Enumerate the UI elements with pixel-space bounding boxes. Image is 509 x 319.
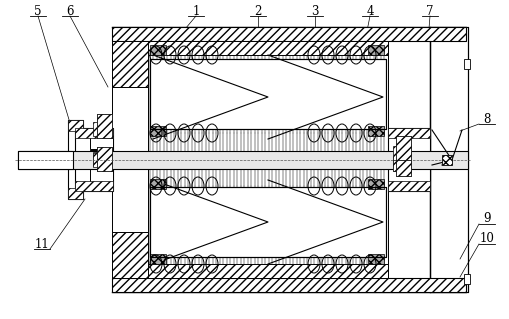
Text: 1: 1: [192, 4, 200, 18]
Bar: [150, 59, 385, 129]
Bar: [75, 181, 113, 191]
Bar: [392, 157, 410, 171]
Bar: [387, 128, 429, 191]
Bar: [97, 147, 112, 171]
Bar: [387, 181, 429, 191]
Bar: [68, 188, 83, 199]
Text: 3: 3: [310, 4, 318, 18]
Text: 5: 5: [34, 4, 42, 18]
Bar: [392, 146, 410, 160]
Bar: [90, 129, 113, 149]
Bar: [97, 147, 112, 171]
Text: 6: 6: [66, 4, 74, 18]
Text: 9: 9: [483, 212, 490, 226]
Bar: [93, 153, 111, 167]
Bar: [150, 187, 385, 257]
Bar: [150, 45, 165, 55]
Bar: [112, 87, 148, 232]
Text: 11: 11: [35, 238, 49, 250]
Text: 10: 10: [478, 233, 493, 246]
Bar: [18, 151, 467, 169]
Bar: [112, 27, 465, 41]
Bar: [387, 128, 429, 138]
Bar: [395, 136, 410, 160]
Bar: [90, 169, 113, 189]
Bar: [395, 152, 410, 176]
Bar: [75, 128, 113, 191]
Bar: [68, 120, 83, 131]
Bar: [150, 126, 165, 136]
Bar: [429, 27, 467, 292]
Bar: [90, 150, 113, 169]
Bar: [441, 155, 451, 165]
Bar: [68, 120, 83, 199]
Bar: [75, 128, 113, 138]
Bar: [463, 274, 469, 284]
Bar: [395, 136, 410, 160]
Text: 8: 8: [483, 113, 490, 125]
Bar: [367, 45, 383, 55]
Bar: [150, 59, 385, 129]
Text: 7: 7: [426, 4, 433, 18]
Bar: [93, 152, 111, 166]
Bar: [150, 179, 165, 189]
Bar: [112, 232, 148, 278]
Bar: [148, 264, 387, 278]
Bar: [93, 122, 111, 136]
Bar: [150, 254, 165, 264]
Bar: [75, 128, 113, 191]
Bar: [112, 41, 148, 87]
Bar: [18, 151, 73, 169]
Bar: [367, 126, 383, 136]
Bar: [150, 187, 385, 257]
Text: 2: 2: [254, 4, 261, 18]
Bar: [463, 59, 469, 69]
Bar: [112, 278, 465, 292]
Bar: [395, 152, 410, 176]
Bar: [148, 41, 387, 55]
Bar: [97, 114, 112, 138]
Bar: [392, 157, 410, 171]
Bar: [97, 114, 112, 138]
Bar: [367, 179, 383, 189]
Bar: [367, 254, 383, 264]
Text: 4: 4: [365, 4, 373, 18]
